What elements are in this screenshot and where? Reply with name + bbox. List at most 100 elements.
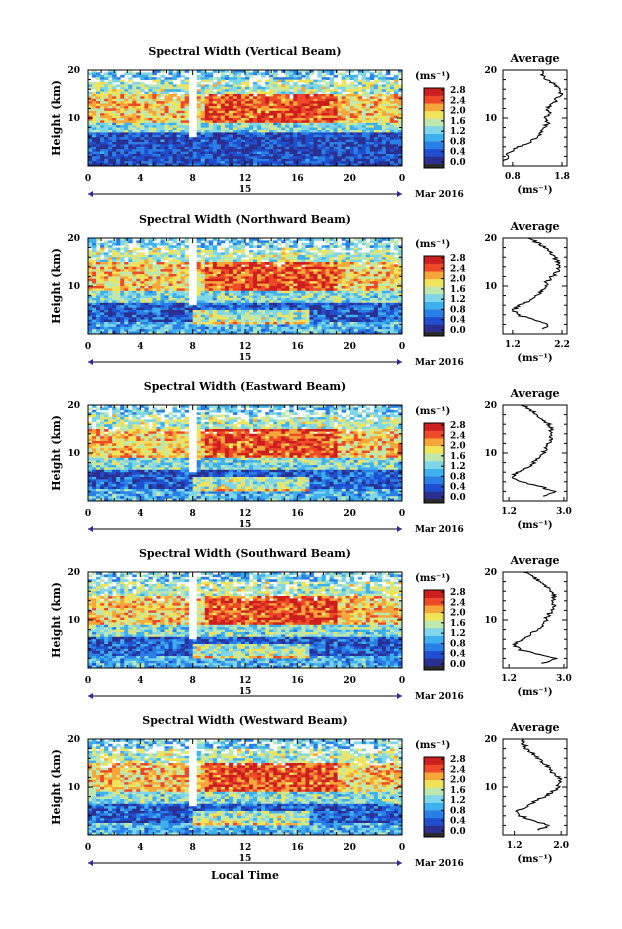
heatmap-cell xyxy=(309,137,314,140)
heatmap-cell xyxy=(389,118,395,121)
heatmap-cell xyxy=(293,305,298,308)
heatmap-cell xyxy=(261,137,266,140)
heatmap-cell xyxy=(313,103,318,107)
heatmap-cell xyxy=(289,132,294,136)
heatmap-cell xyxy=(333,144,338,148)
heatmap-cell xyxy=(208,271,214,275)
heatmap-cell xyxy=(108,271,113,275)
heatmap-cell xyxy=(164,276,169,280)
heatmap-cell xyxy=(196,290,202,294)
heatmap-cell xyxy=(228,149,234,152)
heatmap-cell xyxy=(317,305,322,308)
heatmap-cell xyxy=(88,271,93,275)
heatmap-cell xyxy=(216,142,222,145)
heatmap-cell xyxy=(269,118,274,121)
heatmap-cell xyxy=(277,79,282,83)
heatmap-cell xyxy=(353,276,359,280)
heatmap-cell xyxy=(301,257,306,260)
heatmap-cell xyxy=(92,106,97,109)
heatmap-cell xyxy=(333,259,338,263)
heatmap-cell xyxy=(180,137,186,140)
heatmap-cell xyxy=(132,84,137,88)
heatmap-cell xyxy=(92,259,97,263)
heatmap-cell xyxy=(277,103,282,107)
heatmap-cell xyxy=(220,77,226,80)
heatmap-cell xyxy=(212,163,218,167)
heatmap-cell xyxy=(381,89,387,92)
heatmap-cell xyxy=(265,108,270,112)
heatmap-cell xyxy=(393,142,399,145)
heatmap-cell xyxy=(172,238,177,241)
heatmap-cell xyxy=(361,240,367,244)
heatmap-cell xyxy=(245,242,250,246)
heatmap-cell xyxy=(293,250,298,253)
heatmap-cell xyxy=(385,149,391,152)
heatmap-cell xyxy=(317,98,322,102)
heatmap-cell xyxy=(361,82,367,85)
heatmap-cell xyxy=(168,144,173,148)
heatmap-cell xyxy=(136,89,141,92)
heatmap-cell xyxy=(96,295,101,299)
heatmap-cell xyxy=(353,74,359,78)
heatmap-cell xyxy=(285,79,290,83)
heatmap-cell xyxy=(377,127,383,131)
heatmap-cell xyxy=(196,82,202,85)
heatmap-cell xyxy=(321,286,326,289)
heatmap-cell xyxy=(389,134,395,138)
heatmap-cell xyxy=(176,154,181,157)
heatmap-cell xyxy=(301,144,306,148)
heatmap-cell xyxy=(132,130,137,133)
heatmap-cell xyxy=(216,151,222,155)
heatmap-cell xyxy=(224,252,230,256)
heatmap-cell xyxy=(224,266,230,270)
heatmap-cell xyxy=(273,110,278,114)
heatmap-cell xyxy=(289,151,294,155)
heatmap-cell xyxy=(232,154,238,157)
heatmap-cell xyxy=(313,300,318,304)
heatmap-cell xyxy=(128,122,133,126)
heatmap-cell xyxy=(116,247,121,251)
heatmap-cell xyxy=(152,264,157,268)
heatmap-cell xyxy=(361,72,367,76)
heatmap-cell xyxy=(393,281,399,284)
heatmap-cell xyxy=(156,108,161,112)
heatmap-cell xyxy=(184,274,190,277)
heatmap-cell xyxy=(245,163,250,167)
heatmap-cell xyxy=(377,300,383,304)
heatmap-cell xyxy=(269,276,274,280)
heatmap-cell xyxy=(373,290,379,294)
heatmap-cell xyxy=(333,262,338,265)
heatmap-cell xyxy=(184,137,190,140)
heatmap-cell xyxy=(100,242,105,246)
heatmap-cell xyxy=(361,103,367,107)
heatmap-cell xyxy=(232,245,238,248)
heatmap-cell xyxy=(265,295,270,299)
heatmap-cell xyxy=(389,96,395,100)
heatmap-cell xyxy=(349,77,355,80)
heatmap-cell xyxy=(148,238,153,241)
heatmap-cell xyxy=(309,82,314,85)
heatmap-cell xyxy=(228,302,234,306)
heatmap-cell xyxy=(220,288,226,292)
heatmap-cell xyxy=(96,252,101,256)
heatmap-cell xyxy=(385,108,391,112)
heatmap-cell xyxy=(120,127,125,131)
heatmap-cell xyxy=(148,127,153,131)
heatmap-cell xyxy=(152,122,157,126)
heatmap-cell xyxy=(345,276,351,280)
heatmap-cell xyxy=(365,139,371,143)
heatmap-cell xyxy=(140,110,145,114)
heatmap-cell xyxy=(393,74,399,78)
heatmap-cell xyxy=(305,120,310,124)
heatmap-cell xyxy=(289,91,294,95)
heatmap-cell xyxy=(112,74,117,78)
heatmap-cell xyxy=(373,245,379,248)
heatmap-cell xyxy=(124,144,129,148)
heatmap-cell xyxy=(397,247,403,251)
heatmap-cell xyxy=(313,259,318,263)
heatmap-cell xyxy=(269,290,274,294)
heatmap-cell xyxy=(265,293,270,296)
heatmap-cell xyxy=(269,89,274,92)
heatmap-cell xyxy=(397,269,403,272)
heatmap-cell xyxy=(285,293,290,296)
